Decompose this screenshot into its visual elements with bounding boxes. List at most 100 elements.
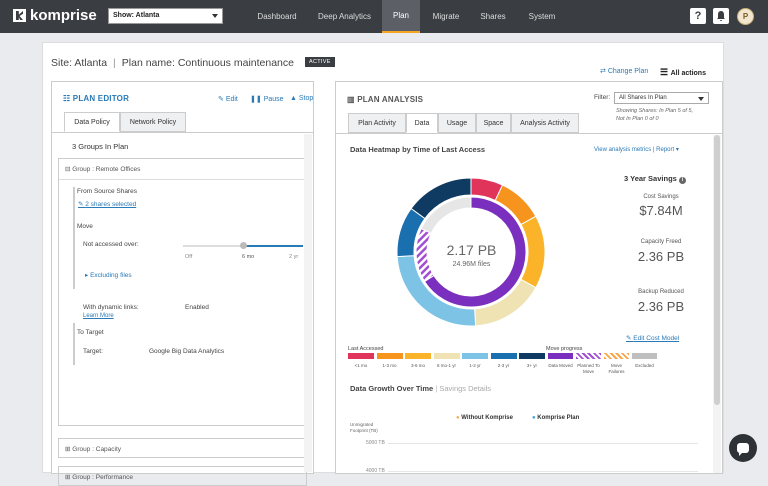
edit-button[interactable]: ✎ Edit — [218, 96, 238, 103]
editor-scrollbar[interactable] — [304, 134, 312, 472]
shares-selected-label: 2 shares selected — [85, 201, 137, 208]
move-label: Move — [77, 223, 93, 230]
analysis-scrollbar-thumb[interactable] — [714, 135, 720, 405]
group-remote-offices: ⊟ Group : Remote Offices From Source Sha… — [58, 158, 307, 426]
learn-more-link[interactable]: Learn More — [83, 313, 114, 319]
editor-grid-icon: ☷ — [63, 94, 73, 103]
heatmap-donut-chart — [396, 177, 546, 327]
change-plan-label: Change Plan — [607, 68, 649, 75]
target-value: Google Big Data Analytics — [149, 348, 225, 355]
move-progress-label: Move progress — [546, 346, 583, 352]
nav-system[interactable]: System — [528, 12, 556, 21]
help-icon[interactable]: ? — [690, 8, 706, 24]
section-rule — [73, 219, 75, 289]
legend-swatch-age — [490, 353, 517, 359]
tab-plan-activity[interactable]: Plan Activity — [348, 113, 406, 133]
heading-separator: | — [113, 57, 116, 69]
chat-icon — [737, 443, 749, 456]
growth-title-text: Data Growth Over Time — [350, 384, 434, 393]
edit-cost-model-link[interactable]: ✎ Edit Cost Model — [626, 335, 680, 342]
savings-title-text: 3 Year Savings — [624, 174, 677, 183]
legend-komprise-plan: ● Komprise Plan — [532, 415, 579, 421]
status-badge: ACTIVE — [305, 57, 335, 67]
nav-deep-analytics[interactable]: Deep Analytics — [318, 12, 371, 21]
not-accessed-label: Not accessed over: — [83, 241, 139, 248]
view-metrics-label: View analysis metrics — [594, 147, 652, 153]
site-select[interactable]: Show: Atlanta — [108, 8, 223, 24]
legend-swatch-age — [519, 353, 545, 359]
filter-select[interactable]: All Shares In Plan — [614, 92, 709, 104]
filter-label: Filter: — [594, 94, 611, 101]
site-plan-heading: Site: Atlanta | Plan name: Continuous main… — [51, 57, 294, 69]
pause-button[interactable]: ❚❚ Pause — [250, 96, 284, 103]
all-actions-label: All actions — [670, 70, 706, 77]
shares-selected-link[interactable]: ✎ 2 shares selected — [78, 201, 137, 208]
logo[interactable]: komprise — [13, 7, 97, 24]
info-icon[interactable]: i — [678, 177, 686, 184]
chat-launcher-button[interactable] — [729, 434, 757, 462]
donut-slice-excluded[interactable] — [420, 196, 472, 234]
age-ring — [396, 177, 546, 327]
report-label: Report — [656, 147, 675, 153]
growth-title: Data Growth Over Time | Savings Details — [350, 384, 491, 393]
tab-data-policy[interactable]: Data Policy — [64, 112, 120, 132]
bar-chart-icon: ▥ — [347, 95, 358, 104]
legend-swatch-age — [405, 353, 431, 359]
group-capacity[interactable]: ⊞ Group : Capacity — [58, 438, 307, 458]
age-slider-handle[interactable] — [239, 242, 247, 249]
komprise-logo-icon — [13, 9, 26, 22]
nav-shares[interactable]: Shares — [480, 12, 506, 21]
donut-slice-3-yr[interactable] — [410, 177, 472, 220]
legend-label-age: <1 mo — [354, 363, 368, 368]
plan-analysis-title: ▥ PLAN ANALYSIS — [347, 95, 423, 104]
plan-analysis-panel: ▥ PLAN ANALYSIS Filter: All Shares In Pl… — [335, 81, 723, 474]
donut-slice-planned-to-move[interactable] — [415, 227, 435, 283]
legend-swatch-age — [376, 353, 403, 359]
group-remote-offices-header[interactable]: ⊟ Group : Remote Offices — [65, 166, 141, 173]
tab-divider — [336, 133, 722, 134]
tab-space[interactable]: Space — [476, 113, 511, 133]
growth-y-axis-label: Unmigrated Footprint (TB) — [350, 422, 378, 433]
stop-button[interactable]: ▲ Stop — [290, 95, 314, 102]
tab-data[interactable]: Data — [406, 113, 438, 133]
legend-swatch-move — [604, 353, 629, 359]
backup-reduced-label: Backup Reduced — [638, 289, 684, 295]
plan-editor-title-text: PLAN EDITOR — [72, 94, 130, 103]
all-actions-menu[interactable]: ☰ All actions — [660, 67, 706, 78]
legend-label-age: 3-6 mo — [410, 363, 425, 368]
legend-swatch-age — [348, 353, 374, 359]
analysis-scrollbar[interactable] — [713, 135, 721, 473]
gridline — [388, 471, 698, 472]
legend-label-move: Planned To Move — [577, 363, 600, 374]
nav-dashboard[interactable]: Dashboard — [257, 12, 297, 21]
donut-center-value: 2.17 PB — [446, 242, 497, 258]
filter-note-2: Not In Plan 0 of 0 — [616, 116, 659, 122]
cost-savings-label: Cost Savings — [643, 194, 679, 200]
site-label: Site: Atlanta — [51, 57, 108, 69]
filter-note-1: Showing Shares: In Plan 5 of 5, — [616, 108, 694, 114]
group-divider — [59, 179, 306, 180]
group-remote-offices-label: Group : Remote Offices — [72, 166, 141, 173]
stop-label: Stop — [298, 95, 314, 102]
group-performance[interactable]: ⊞ Group : Performance — [58, 466, 307, 486]
bell-icon[interactable] — [713, 8, 729, 24]
legend-label-age: 1-3 mo — [382, 363, 397, 368]
nav-plan[interactable]: Plan — [382, 0, 420, 33]
savings-title: 3 Year Savings i — [624, 174, 686, 184]
change-plan-link[interactable]: ⇄ Change Plan — [600, 67, 648, 75]
tab-network-policy[interactable]: Network Policy — [120, 112, 186, 132]
avatar[interactable]: P — [737, 8, 754, 25]
tab-usage[interactable]: Usage — [438, 113, 476, 133]
slider-tick-2yr: 2 yr — [289, 254, 299, 260]
view-metrics-link[interactable]: View analysis metrics | Report ▾ — [594, 147, 679, 153]
nav-migrate[interactable]: Migrate — [432, 12, 460, 21]
age-slider[interactable] — [183, 242, 303, 249]
legend-label-move: Excluded — [635, 363, 654, 368]
plan-editor-title: ☷ PLAN EDITOR — [63, 94, 129, 103]
menu-icon: ☰ — [660, 67, 671, 77]
excluding-files-toggle[interactable]: ▸ Excluding files — [85, 272, 132, 279]
tab-analysis-activity[interactable]: Analysis Activity — [511, 113, 579, 133]
target-label: Target: — [83, 348, 103, 355]
savings-details-tab[interactable]: Savings Details — [439, 384, 492, 393]
site-select-value: Show: Atlanta — [113, 12, 160, 19]
